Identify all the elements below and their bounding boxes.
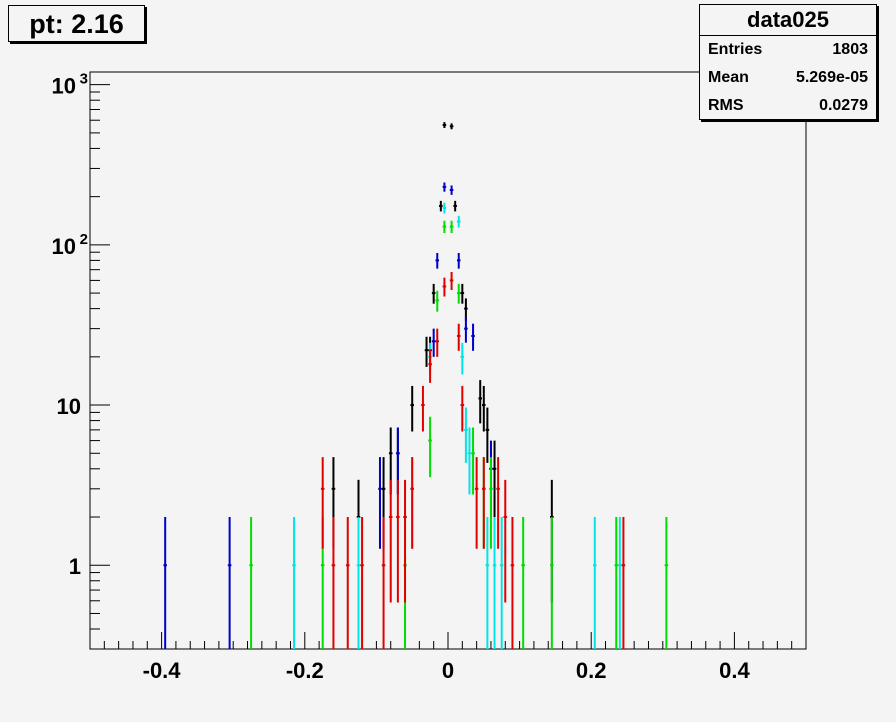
- y-tick-label: 1: [69, 554, 81, 579]
- x-tick-label: -0.4: [143, 658, 182, 683]
- stats-row-mean: Mean 5.269e-05: [700, 64, 876, 92]
- stats-label: Mean: [708, 69, 749, 86]
- stats-label: RMS: [708, 97, 744, 114]
- y-tick-exponent: 2: [80, 231, 88, 248]
- x-tick-label: 0.4: [719, 658, 750, 683]
- plot-frame: [89, 71, 807, 650]
- x-tick-label: -0.2: [286, 658, 324, 683]
- stats-row-rms: RMS 0.0279: [700, 92, 876, 120]
- stats-name: data025: [700, 5, 876, 36]
- plot-title-text: pt: 2.16: [29, 9, 124, 39]
- plot-title: pt: 2.16: [8, 5, 145, 42]
- y-tick-label: 10: [52, 74, 76, 99]
- stats-value: 0.0279: [819, 97, 868, 114]
- x-tick-label: 0: [442, 658, 454, 683]
- stats-value: 1803: [832, 41, 868, 58]
- stats-row-entries: Entries 1803: [700, 36, 876, 64]
- y-tick-label: 10: [57, 394, 81, 419]
- stats-box: data025 Entries 1803 Mean 5.269e-05 RMS …: [699, 4, 877, 120]
- stats-value: 5.269e-05: [795, 69, 868, 86]
- y-tick-exponent: 3: [80, 71, 88, 88]
- y-tick-label: 10: [52, 234, 76, 259]
- stats-label: Entries: [708, 41, 763, 58]
- x-tick-label: 0.2: [576, 658, 607, 683]
